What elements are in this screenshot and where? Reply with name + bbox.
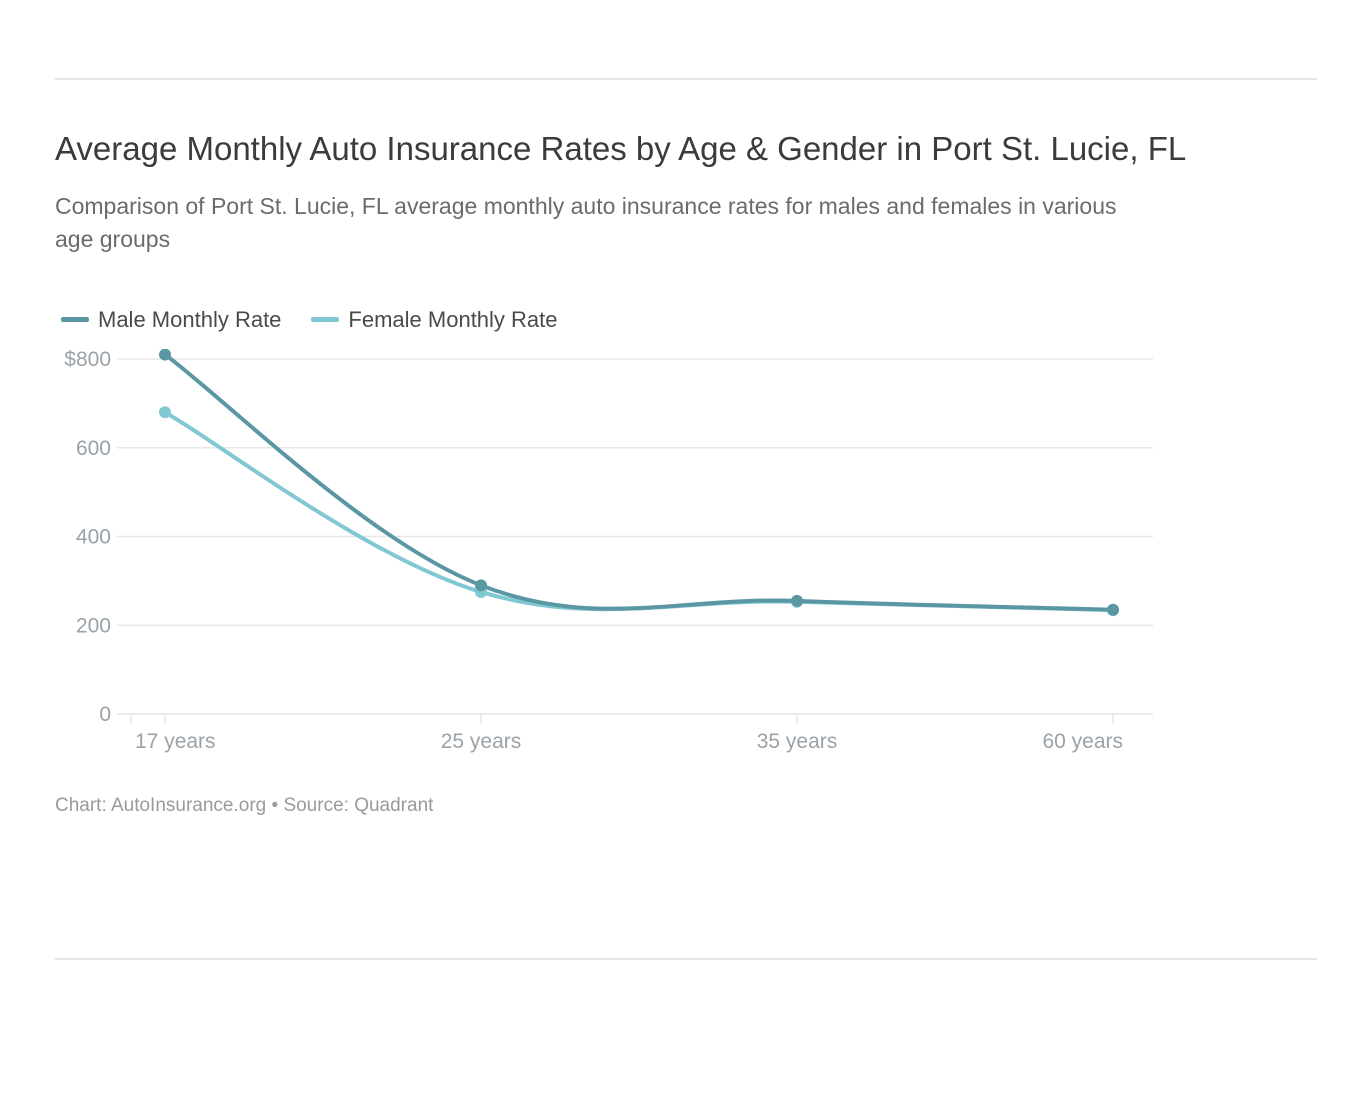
- svg-text:0: 0: [99, 703, 111, 726]
- svg-text:17 years: 17 years: [135, 730, 216, 753]
- legend-swatch-male: [61, 317, 89, 322]
- legend-label-female: Female Monthly Rate: [348, 307, 557, 333]
- legend: Male Monthly Rate Female Monthly Rate: [61, 307, 1317, 333]
- svg-text:200: 200: [76, 614, 111, 637]
- svg-text:400: 400: [76, 525, 111, 548]
- chart-card: Average Monthly Auto Insurance Rates by …: [55, 130, 1317, 817]
- line-chart-svg: 0 200 400 600 $800 17 years 25 years 35 years 60…: [55, 349, 1165, 769]
- chart-credit: Chart: AutoInsurance.org • Source: Quadr…: [55, 795, 1317, 817]
- divider-bottom: [55, 958, 1317, 960]
- svg-text:600: 600: [76, 436, 111, 459]
- svg-text:35 years: 35 years: [757, 730, 838, 753]
- chart-plot: 0 200 400 600 $800 17 years 25 years 35 years 60…: [55, 349, 1165, 769]
- divider-top: [55, 78, 1317, 80]
- svg-text:$800: $800: [64, 349, 111, 371]
- legend-item-female: Female Monthly Rate: [311, 307, 557, 333]
- legend-item-male: Male Monthly Rate: [61, 307, 281, 333]
- chart-title: Average Monthly Auto Insurance Rates by …: [55, 130, 1317, 168]
- chart-subtitle: Comparison of Port St. Lucie, FL average…: [55, 190, 1155, 257]
- legend-swatch-female: [311, 317, 339, 322]
- svg-text:25 years: 25 years: [441, 730, 522, 753]
- legend-label-male: Male Monthly Rate: [98, 307, 281, 333]
- svg-text:60 years: 60 years: [1042, 730, 1123, 753]
